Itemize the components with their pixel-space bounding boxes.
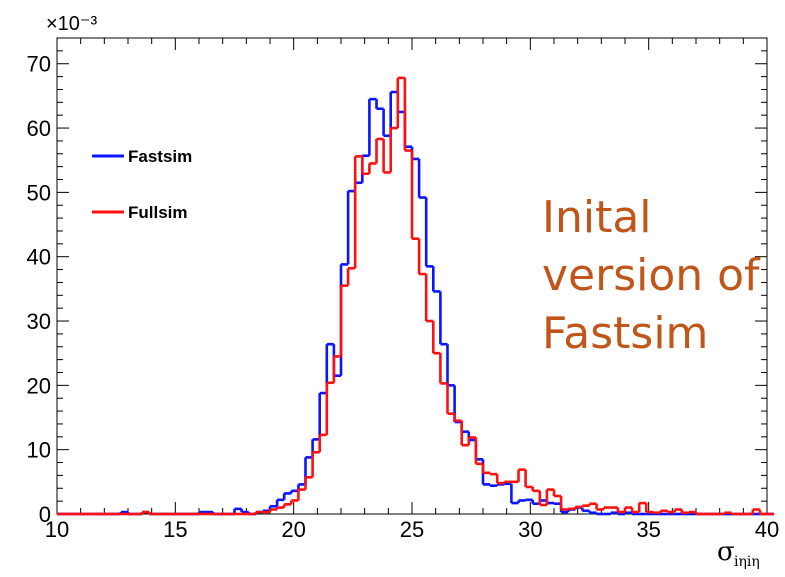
x-tick-label: 25: [400, 517, 424, 542]
annotation-line: Fastsim: [542, 308, 708, 359]
x-tick-label: 15: [163, 517, 187, 542]
legend-label-fullsim: Fullsim: [128, 203, 188, 222]
series-fullsim: [57, 76, 775, 516]
y-tick-label: 70: [27, 52, 51, 77]
y-tick-label: 40: [27, 245, 51, 270]
y-multiplier-label: ×10⁻³: [46, 13, 97, 35]
x-axis-label: σ iηiη: [717, 537, 760, 570]
chart-annotation: Inital version of Fastsim: [542, 192, 761, 359]
annotation-line: version of: [542, 250, 761, 301]
x-tick-label: 10: [45, 517, 69, 542]
x-axis-label-symbol: σ: [717, 537, 735, 567]
y-tick-label: 20: [27, 373, 51, 398]
legend-label-fastsim: Fastsim: [128, 147, 192, 166]
x-tick-label: 35: [636, 517, 660, 542]
x-tick-label: 40: [755, 517, 779, 542]
y-tick-label: 60: [27, 116, 51, 141]
annotation-line: Inital: [542, 192, 652, 243]
y-tick-label: 50: [27, 180, 51, 205]
y-tick-label: 0: [39, 502, 51, 527]
x-tick-label: 20: [281, 517, 305, 542]
x-tick-label: 30: [518, 517, 542, 542]
y-tick-label: 10: [27, 438, 51, 463]
x-axis-label-subscript: iηiη: [734, 554, 760, 570]
series-layer: [57, 76, 775, 516]
legend: Fastsim Fullsim: [92, 147, 192, 222]
y-tick-label: 30: [27, 309, 51, 334]
